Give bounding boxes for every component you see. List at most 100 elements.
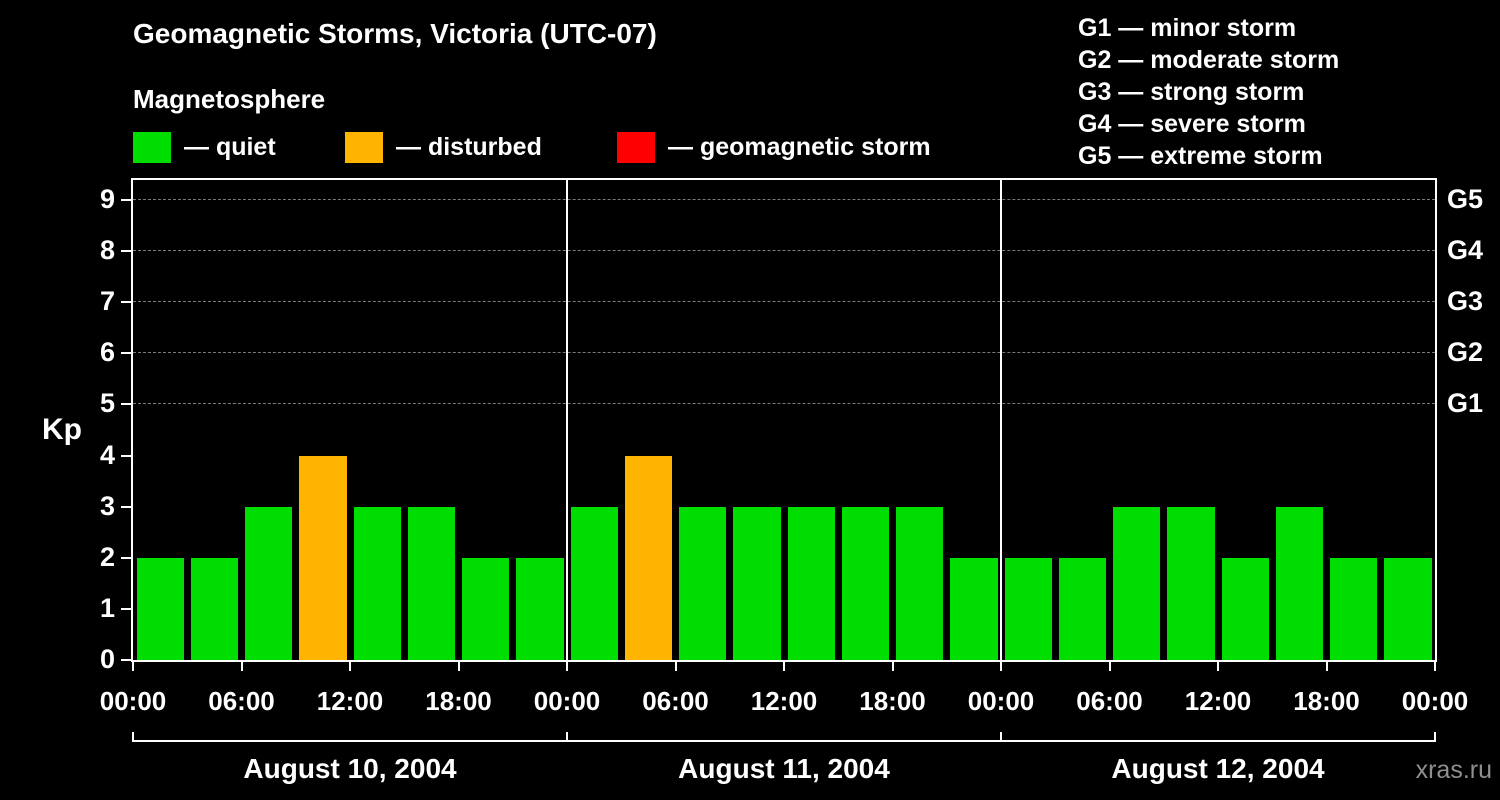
x-tick-mark bbox=[674, 662, 677, 671]
day-range-tick bbox=[132, 732, 134, 742]
day-range-tick bbox=[1000, 732, 1002, 742]
y-tick-mark bbox=[121, 607, 131, 610]
x-tick-label: 12:00 bbox=[750, 686, 818, 716]
y-tick-label: 7 bbox=[99, 286, 115, 317]
y-tick-label: 5 bbox=[99, 388, 115, 419]
y-axis-label: Kp bbox=[42, 413, 82, 446]
kp-bar bbox=[407, 506, 455, 660]
legend-label-storm: — geomagnetic storm bbox=[668, 132, 931, 161]
legend-label-quiet: — quiet bbox=[184, 132, 276, 161]
legend-swatch-quiet bbox=[133, 131, 171, 163]
x-tick-mark bbox=[240, 662, 243, 671]
x-tick-mark bbox=[1217, 662, 1219, 671]
y-tick-label: 8 bbox=[99, 235, 115, 266]
y-tick-mark bbox=[121, 659, 131, 661]
legend-item-storm: — geomagnetic storm bbox=[617, 131, 931, 163]
legend-swatch-disturbed bbox=[345, 131, 383, 163]
kp-bar bbox=[245, 506, 293, 660]
kp-bar bbox=[462, 557, 510, 660]
y-tick-mark bbox=[121, 505, 131, 508]
y-tick-label: 6 bbox=[99, 337, 115, 368]
gridline-kp9 bbox=[133, 199, 1435, 200]
y-tick-mark bbox=[121, 352, 131, 355]
chart-subtitle: Magnetosphere bbox=[133, 84, 326, 114]
gridline-kp6 bbox=[133, 352, 1435, 354]
day-separator bbox=[566, 180, 568, 660]
x-tick-label: 06:00 bbox=[1076, 686, 1143, 716]
condition-legend: — quiet — disturbed — geomagnetic storm bbox=[133, 131, 1033, 165]
legend-label-disturbed: — disturbed bbox=[396, 132, 542, 161]
x-tick-mark bbox=[457, 662, 460, 671]
kp-bar bbox=[570, 506, 618, 660]
kp-bar bbox=[516, 557, 564, 660]
day-range-tick bbox=[1434, 732, 1436, 742]
day-label: August 10, 2004 bbox=[243, 753, 457, 784]
x-tick-mark bbox=[132, 662, 134, 671]
x-tick-mark bbox=[566, 662, 568, 671]
plot-area bbox=[131, 178, 1437, 662]
kp-bar bbox=[136, 557, 184, 660]
watermark: xras.ru bbox=[1415, 756, 1492, 784]
x-tick-mark bbox=[1108, 662, 1111, 671]
kp-bar bbox=[1330, 557, 1378, 660]
gridline-kp7 bbox=[133, 301, 1435, 303]
gridline-kp8 bbox=[133, 250, 1435, 252]
kp-bar bbox=[1275, 506, 1323, 660]
g-level-label-G4: G4 bbox=[1447, 235, 1484, 266]
x-tick-label: 12:00 bbox=[316, 686, 384, 716]
y-tick-mark bbox=[121, 403, 131, 406]
chart-title: Geomagnetic Storms, Victoria (UTC-07) bbox=[133, 18, 657, 49]
g-level-label-G1: G1 bbox=[1447, 388, 1484, 419]
storm-scale-line: G4 — severe storm bbox=[1078, 110, 1306, 138]
storm-scale-line: G3 — strong storm bbox=[1078, 78, 1305, 106]
day-label: August 12, 2004 bbox=[1111, 753, 1325, 784]
y-tick-label: 2 bbox=[99, 541, 115, 572]
kp-bar bbox=[190, 557, 238, 660]
kp-bar bbox=[1113, 506, 1161, 660]
storm-scale-line: G1 — minor storm bbox=[1078, 14, 1297, 42]
storm-scale-line: G2 — moderate storm bbox=[1078, 46, 1340, 74]
y-tick-mark bbox=[121, 556, 131, 559]
x-tick-label: 18:00 bbox=[1293, 686, 1360, 716]
x-tick-label: 00:00 bbox=[1401, 686, 1469, 716]
x-tick-label: 18:00 bbox=[859, 686, 926, 716]
day-separator bbox=[1000, 180, 1002, 660]
kp-bar bbox=[841, 506, 889, 660]
kp-bar bbox=[1384, 557, 1432, 660]
x-tick-label: 12:00 bbox=[1184, 686, 1252, 716]
y-tick-label: 0 bbox=[99, 644, 115, 674]
x-tick-mark bbox=[783, 662, 785, 671]
kp-bar bbox=[950, 557, 998, 660]
kp-bar bbox=[733, 506, 781, 660]
kp-bar bbox=[1167, 506, 1215, 660]
kp-bar bbox=[1058, 557, 1106, 660]
kp-bar bbox=[353, 506, 401, 660]
kp-bar bbox=[1221, 557, 1269, 660]
legend-swatch-storm bbox=[617, 131, 655, 163]
kp-bar bbox=[624, 455, 672, 660]
g-level-label-G2: G2 bbox=[1447, 337, 1484, 368]
gridline-kp5 bbox=[133, 403, 1435, 405]
y-tick-mark bbox=[121, 301, 131, 304]
g-level-label-G5: G5 bbox=[1447, 184, 1484, 214]
x-tick-mark bbox=[1325, 662, 1328, 671]
day-label: August 11, 2004 bbox=[678, 753, 890, 784]
y-tick-mark bbox=[121, 199, 131, 201]
x-tick-label: 18:00 bbox=[425, 686, 492, 716]
day-range-tick bbox=[566, 732, 568, 742]
y-tick-label: 3 bbox=[99, 490, 115, 521]
legend-item-disturbed: — disturbed bbox=[345, 131, 542, 163]
kp-bar bbox=[299, 455, 347, 660]
storm-scale-legend: G1 — minor storm G2 — moderate storm G3 — … bbox=[1078, 12, 1339, 172]
x-tick-mark bbox=[349, 662, 351, 671]
kp-bar bbox=[896, 506, 944, 660]
kp-bar bbox=[787, 506, 835, 660]
x-tick-label: 06:00 bbox=[208, 686, 275, 716]
x-tick-label: 00:00 bbox=[533, 686, 601, 716]
y-tick-label: 1 bbox=[99, 592, 115, 623]
x-tick-label: 00:00 bbox=[99, 686, 167, 716]
legend-item-quiet: — quiet bbox=[133, 131, 276, 163]
g-level-label-G3: G3 bbox=[1447, 286, 1484, 317]
y-tick-mark bbox=[121, 250, 131, 253]
